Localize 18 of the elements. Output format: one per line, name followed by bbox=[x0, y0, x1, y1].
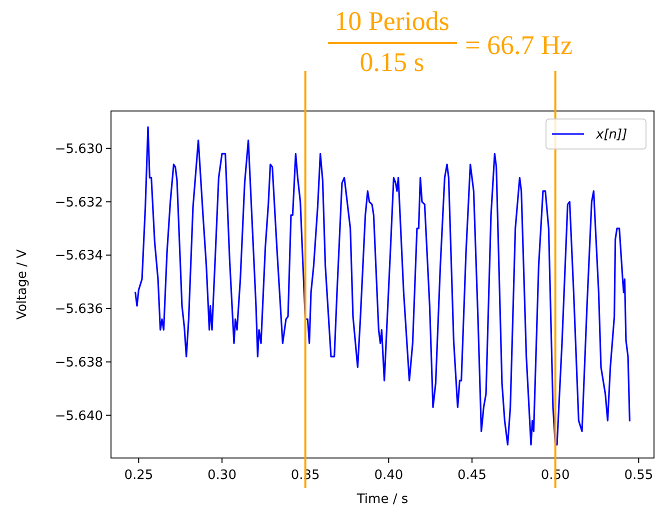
x-tick-label: 0.55 bbox=[624, 468, 654, 483]
y-tick-label: −5.632 bbox=[54, 195, 103, 210]
y-axis-title: Voltage / V bbox=[15, 249, 30, 320]
text: 0.15 s bbox=[360, 47, 424, 77]
x-tick-label: 0.25 bbox=[124, 468, 154, 483]
y-tick-label: −5.630 bbox=[54, 142, 103, 157]
y-tick-label: −5.638 bbox=[54, 355, 103, 370]
text: 10 Periods bbox=[334, 6, 450, 36]
line-series bbox=[134, 126, 630, 446]
x-tick-label: 0.40 bbox=[374, 468, 404, 483]
legend-label: x[n]] bbox=[595, 128, 628, 143]
y-tick-label: −5.640 bbox=[54, 408, 103, 424]
y-tick-label: −5.634 bbox=[54, 248, 103, 264]
y-tick-label: −5.636 bbox=[54, 302, 103, 318]
x-tick-label: 0.45 bbox=[458, 468, 486, 483]
text: = 66.7 Hz bbox=[465, 30, 572, 60]
x-axis-title: Time / s bbox=[356, 492, 408, 507]
x-tick-label: 0.30 bbox=[208, 468, 236, 483]
